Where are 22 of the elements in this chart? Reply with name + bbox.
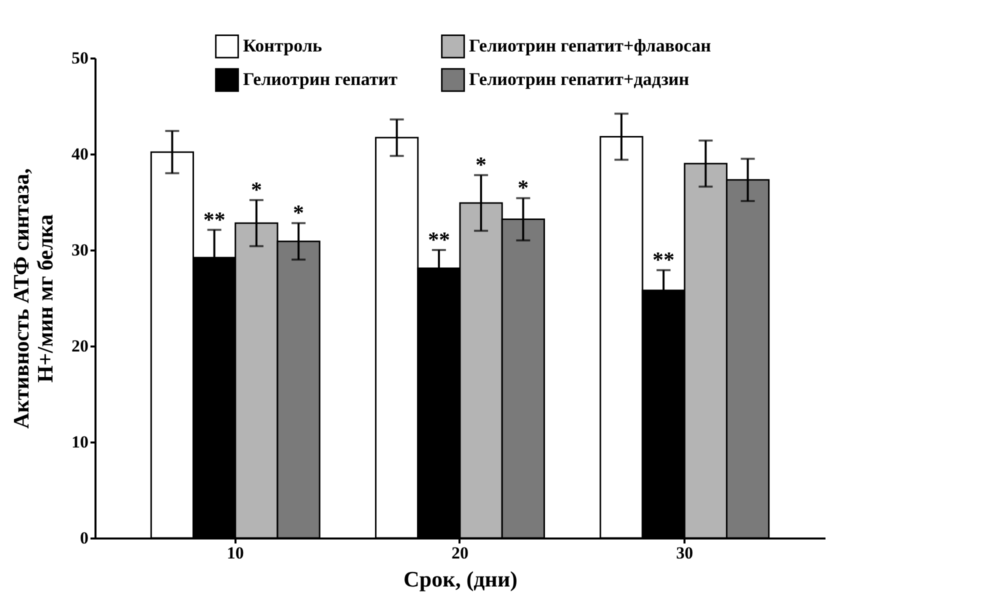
legend-label: Контроль: [243, 35, 322, 56]
x-axis-title: Срок, (дни): [404, 566, 518, 592]
annotation: *: [250, 177, 262, 202]
annotation: **: [428, 227, 450, 252]
legend-label: Гелиотрин гепатит+флавосан: [469, 35, 712, 56]
annotation: *: [293, 200, 304, 226]
annotation: *: [476, 152, 487, 178]
y-tick-label: 30: [72, 240, 88, 260]
annotation: **: [203, 206, 226, 232]
annotation: *: [518, 175, 529, 200]
legend-label: Гелиотрин гепатит: [243, 69, 398, 89]
x-tick-label: 20: [452, 544, 468, 562]
annotation: **: [652, 247, 675, 272]
y-tick-label: 50: [72, 48, 88, 68]
y-tick-label: 40: [72, 144, 88, 164]
x-tick-label: 10: [226, 544, 244, 562]
x-tick-label: 30: [676, 544, 694, 562]
legend-label: Гелиотрин гепатит+дадзин: [469, 69, 690, 89]
y-axis-title: Активность АТФ синтаза, Н+/мин мг белка: [8, 168, 58, 429]
y-tick-label: 0: [80, 528, 88, 548]
y-tick-label: 20: [72, 336, 88, 356]
y-tick-label: 10: [72, 432, 88, 452]
